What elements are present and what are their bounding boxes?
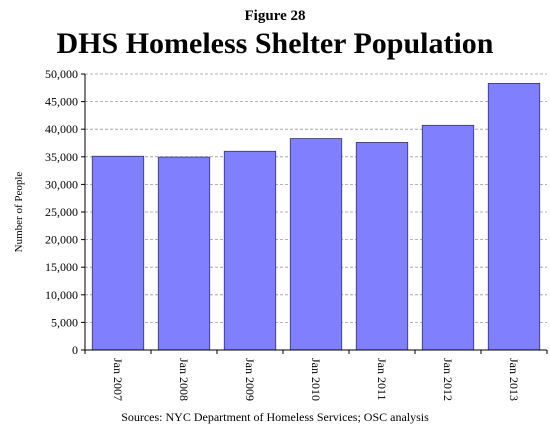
y-tick-label: 40,000 [45, 122, 78, 136]
figure-label: Figure 28 [244, 8, 306, 24]
x-tick-label: Jan 2009 [243, 358, 257, 401]
bars [91, 82, 541, 351]
bar [223, 150, 277, 351]
x-tick-label: Jan 2010 [309, 358, 323, 401]
x-tick-label: Jan 2008 [177, 358, 191, 401]
y-tick-label: 20,000 [45, 233, 78, 247]
chart-title: DHS Homeless Shelter Population [56, 27, 494, 60]
y-tick-label: 45,000 [45, 95, 78, 109]
y-tick-label: 25,000 [45, 205, 78, 219]
source-note: Sources: NYC Department of Homeless Serv… [121, 410, 429, 424]
bar [355, 142, 409, 351]
bar [421, 124, 475, 351]
tick-labels: 0 5,000 10,000 15,000 20,000 25,000 30,000 35,0… [45, 67, 521, 401]
y-axis-label: Number of People [13, 172, 25, 253]
y-tick-label: 5,000 [51, 315, 78, 329]
bar [91, 155, 145, 351]
y-tick-label: 10,000 [45, 288, 78, 302]
x-tick-label: Jan 2011 [375, 358, 389, 401]
y-tick-label: 0 [72, 343, 78, 357]
y-tick-label: 35,000 [45, 150, 78, 164]
x-tick-label: Jan 2007 [111, 358, 125, 401]
y-tick-label: 15,000 [45, 260, 78, 274]
y-tick-label: 50,000 [45, 67, 78, 81]
x-tick-label: Jan 2012 [441, 358, 455, 401]
bar [289, 138, 343, 351]
bar [157, 156, 211, 351]
x-tick-label: Jan 2013 [507, 358, 521, 401]
y-tick-label: 30,000 [45, 177, 78, 191]
axes [81, 73, 548, 354]
bar [487, 82, 541, 351]
